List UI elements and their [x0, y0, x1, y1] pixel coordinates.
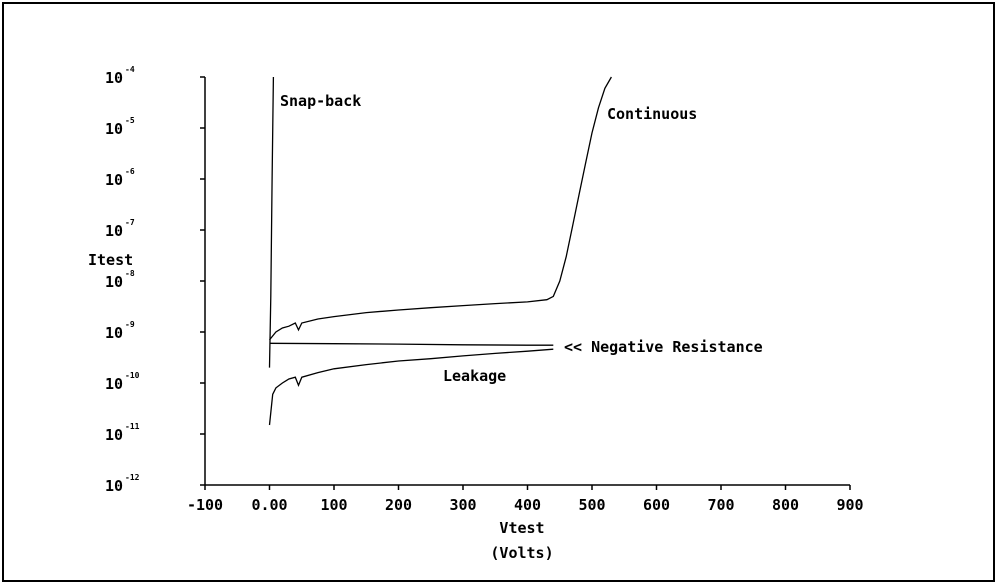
y-tick-label: 10: [105, 477, 123, 495]
x-axis-units: (Volts): [490, 544, 553, 562]
annotation-leakage: Leakage: [443, 367, 506, 385]
series-line-leakage: [268, 348, 554, 426]
y-tick-label: 10: [105, 273, 123, 291]
x-tick-label: -100: [187, 496, 223, 514]
y-tick-exponent: -5: [125, 116, 135, 125]
series-line-continuous: [268, 76, 612, 341]
series-line-snap-back: [268, 76, 275, 368]
y-tick-label: 10: [105, 69, 123, 87]
x-axis-label: Vtest: [499, 519, 544, 537]
axes: [204, 77, 850, 486]
x-tick-label: 200: [385, 496, 412, 514]
y-tick-exponent: -6: [125, 167, 135, 176]
x-tick-label: 400: [514, 496, 541, 514]
y-tick-exponent: -4: [125, 65, 135, 74]
series-group: [268, 76, 612, 426]
x-tick-label: 500: [578, 496, 605, 514]
y-tick-label: 10: [105, 120, 123, 138]
y-tick-exponent: -12: [125, 473, 140, 482]
x-tick-label: 800: [772, 496, 799, 514]
y-tick-exponent: -11: [125, 422, 140, 431]
y-tick-label: 10: [105, 324, 123, 342]
y-tick-label: 10: [105, 375, 123, 393]
series-line-negative-resistance: [269, 342, 554, 346]
x-ticks: -100 0.00 100 200 300 400 500 600 700 800 900: [187, 485, 864, 514]
annotation-continuous: Continuous: [607, 105, 697, 123]
y-tick-exponent: -8: [125, 269, 135, 278]
y-tick-exponent: -10: [125, 371, 140, 380]
y-axis-label: Itest: [88, 251, 133, 269]
y-tick-label: 10: [105, 222, 123, 240]
y-tick-exponent: -7: [125, 218, 135, 227]
x-tick-label: 900: [836, 496, 863, 514]
annotation-negative-resistance: << Negative Resistance: [564, 338, 763, 356]
x-tick-label: 100: [320, 496, 347, 514]
y-tick-label: 10: [105, 171, 123, 189]
x-tick-label: 600: [643, 496, 670, 514]
y-tick-label: 10: [105, 426, 123, 444]
annotation-snap-back: Snap-back: [280, 92, 361, 110]
x-tick-label: 300: [449, 496, 476, 514]
y-tick-exponent: -9: [125, 320, 135, 329]
x-tick-label: 700: [707, 496, 734, 514]
x-tick-label: 0.00: [251, 496, 287, 514]
